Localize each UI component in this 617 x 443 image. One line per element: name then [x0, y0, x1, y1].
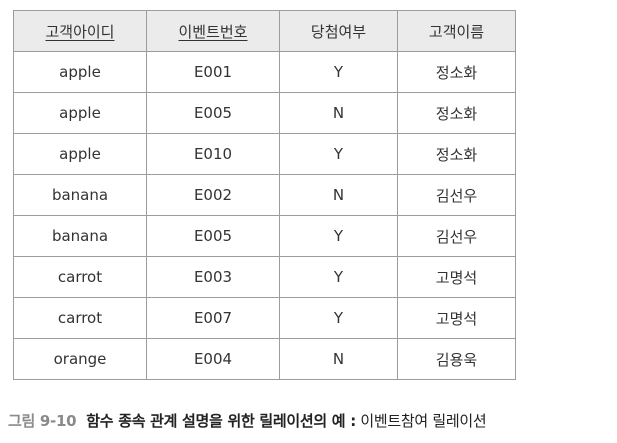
cell-event-number: E007 [146, 297, 280, 339]
table-row: carrot E003 Y 고명석 [13, 256, 516, 298]
header-label: 당첨여부 [310, 22, 367, 41]
cell-win-status: Y [279, 215, 398, 257]
cell-customer-id: apple [13, 51, 147, 93]
cell-customer-id: banana [13, 215, 147, 257]
cell-win-status: N [279, 338, 398, 380]
cell-event-number: E004 [146, 338, 280, 380]
cell-customer-name: 정소화 [397, 133, 516, 175]
cell-event-number: E002 [146, 174, 280, 216]
cell-customer-name: 김용욱 [397, 338, 516, 380]
cell-customer-name: 정소화 [397, 92, 516, 134]
cell-win-status: Y [279, 51, 398, 93]
table-row: orange E004 N 김용욱 [13, 338, 516, 380]
cell-customer-name: 고명석 [397, 256, 516, 298]
cell-event-number: E005 [146, 215, 280, 257]
table-row: banana E002 N 김선우 [13, 174, 516, 216]
cell-event-number: E001 [146, 51, 280, 93]
cell-win-status: Y [279, 133, 398, 175]
cell-customer-id: orange [13, 338, 147, 380]
cell-customer-id: apple [13, 92, 147, 134]
cell-customer-id: carrot [13, 297, 147, 339]
table-row: carrot E007 Y 고명석 [13, 297, 516, 339]
cell-customer-name: 고명석 [397, 297, 516, 339]
cell-event-number: E005 [146, 92, 280, 134]
figure-number: 그림 9-10 [8, 412, 77, 430]
figure-caption: 그림 9-10 함수 종속 관계 설명을 위한 릴레이션의 예 : 이벤트참여 릴… [8, 410, 487, 431]
event-participation-table: 고객아이디 이벤트번호 당첨여부 고객이름 apple E001 Y 정소화 a… [13, 10, 516, 380]
cell-customer-id: apple [13, 133, 147, 175]
cell-win-status: Y [279, 256, 398, 298]
header-label: 이벤트번호 [178, 22, 248, 41]
cell-win-status: N [279, 174, 398, 216]
table-row: apple E001 Y 정소화 [13, 51, 516, 93]
header-customer-id: 고객아이디 [13, 10, 147, 52]
figure-relation-name: 이벤트참여 릴레이션 [355, 412, 487, 430]
header-win-status: 당첨여부 [279, 10, 398, 52]
cell-customer-id: banana [13, 174, 147, 216]
cell-win-status: Y [279, 297, 398, 339]
cell-customer-name: 정소화 [397, 51, 516, 93]
figure-description: 함수 종속 관계 설명을 위한 릴레이션의 예 : [86, 412, 356, 430]
table-header: 고객아이디 이벤트번호 당첨여부 고객이름 [13, 10, 516, 52]
cell-event-number: E003 [146, 256, 280, 298]
header-label: 고객이름 [428, 22, 485, 41]
cell-event-number: E010 [146, 133, 280, 175]
table-body: apple E001 Y 정소화 apple E005 N 정소화 apple … [13, 51, 516, 380]
header-event-number: 이벤트번호 [146, 10, 280, 52]
cell-customer-id: carrot [13, 256, 147, 298]
table-row: apple E005 N 정소화 [13, 92, 516, 134]
cell-customer-name: 김선우 [397, 215, 516, 257]
header-customer-name: 고객이름 [397, 10, 516, 52]
header-label: 고객아이디 [45, 22, 115, 41]
table-row: apple E010 Y 정소화 [13, 133, 516, 175]
cell-win-status: N [279, 92, 398, 134]
table-row: banana E005 Y 김선우 [13, 215, 516, 257]
cell-customer-name: 김선우 [397, 174, 516, 216]
header-row: 고객아이디 이벤트번호 당첨여부 고객이름 [13, 10, 516, 52]
